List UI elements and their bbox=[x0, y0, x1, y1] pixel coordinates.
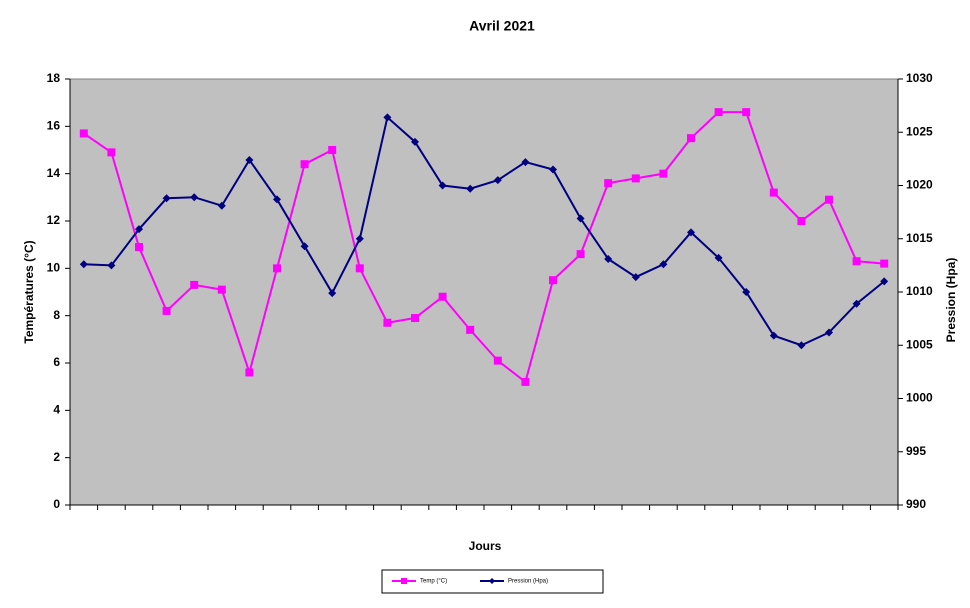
marker bbox=[521, 377, 530, 386]
y-tick-label: 6 bbox=[53, 355, 60, 369]
marker bbox=[300, 160, 309, 169]
marker bbox=[107, 261, 116, 270]
series-line bbox=[83, 115, 885, 347]
marker bbox=[135, 243, 143, 252]
marker bbox=[383, 113, 392, 122]
legend: Temp (°C) Pression (Hpa) bbox=[381, 569, 604, 594]
marker bbox=[162, 306, 171, 315]
marker bbox=[631, 273, 640, 282]
marker bbox=[631, 174, 640, 183]
marker bbox=[273, 195, 281, 204]
marker bbox=[880, 259, 889, 268]
marker bbox=[300, 242, 309, 251]
series-line bbox=[83, 111, 885, 384]
marker bbox=[687, 134, 695, 143]
marker bbox=[825, 195, 833, 204]
marker bbox=[107, 148, 116, 157]
legend-marker bbox=[401, 578, 407, 584]
legend-marker bbox=[489, 578, 495, 584]
marker bbox=[769, 331, 778, 340]
marker bbox=[576, 250, 585, 259]
y-tick-label: 16 bbox=[47, 119, 61, 133]
y2-tick-label: 1025 bbox=[906, 124, 933, 138]
marker bbox=[493, 356, 502, 365]
marker bbox=[797, 341, 806, 350]
y-tick-label: 0 bbox=[53, 497, 60, 511]
marker bbox=[190, 193, 199, 202]
marker bbox=[273, 264, 281, 273]
marker bbox=[190, 280, 199, 289]
marker bbox=[411, 137, 419, 146]
marker bbox=[355, 264, 364, 273]
marker bbox=[659, 169, 668, 178]
marker bbox=[714, 108, 723, 117]
marker bbox=[217, 285, 226, 294]
plot-area bbox=[69, 78, 899, 506]
marker bbox=[852, 299, 861, 308]
marker bbox=[604, 254, 613, 263]
y2-axis-label: Pression (Hpa) bbox=[944, 258, 958, 343]
y2-tick-label: 1010 bbox=[906, 284, 933, 298]
marker bbox=[880, 277, 889, 286]
y-tick-label: 4 bbox=[53, 403, 60, 417]
marker bbox=[742, 288, 751, 296]
marker bbox=[383, 318, 392, 327]
marker bbox=[852, 257, 861, 266]
marker bbox=[328, 146, 337, 154]
marker bbox=[466, 184, 475, 193]
marker bbox=[797, 217, 806, 225]
y2-tick-label: 1020 bbox=[906, 178, 933, 192]
marker bbox=[549, 276, 557, 285]
marker bbox=[521, 158, 530, 167]
marker bbox=[549, 165, 557, 174]
marker bbox=[245, 155, 254, 164]
y2-tick-label: 995 bbox=[906, 444, 926, 458]
marker bbox=[217, 201, 226, 210]
marker bbox=[466, 325, 475, 334]
marker bbox=[438, 181, 447, 190]
marker bbox=[604, 179, 613, 188]
chart-title: Avril 2021 bbox=[469, 18, 535, 34]
legend-label: Temp (°C) bbox=[420, 579, 447, 585]
marker bbox=[135, 225, 143, 234]
marker bbox=[576, 214, 585, 223]
marker bbox=[493, 176, 502, 185]
y2-tick-label: 1005 bbox=[906, 337, 933, 351]
x-axis-label: Jours bbox=[469, 539, 502, 553]
marker bbox=[769, 188, 778, 197]
y2-tick-label: 1015 bbox=[906, 231, 933, 245]
marker bbox=[328, 289, 337, 298]
y2-tick-label: 1030 bbox=[906, 71, 933, 85]
marker bbox=[714, 253, 723, 262]
y-tick-label: 14 bbox=[47, 166, 61, 180]
y-tick-label: 10 bbox=[47, 261, 61, 275]
marker bbox=[79, 260, 88, 269]
legend-label: Pression (Hpa) bbox=[508, 579, 548, 585]
marker bbox=[825, 328, 833, 337]
marker bbox=[245, 368, 254, 377]
marker bbox=[687, 228, 695, 237]
marker bbox=[79, 129, 88, 138]
marker bbox=[411, 314, 419, 323]
marker bbox=[162, 194, 171, 203]
y-tick-label: 8 bbox=[53, 308, 60, 322]
marker bbox=[659, 260, 668, 269]
y-tick-label: 2 bbox=[53, 450, 60, 464]
y-axis-label: Températures (°C) bbox=[22, 240, 36, 343]
y-tick-label: 18 bbox=[47, 71, 61, 85]
marker bbox=[355, 234, 364, 243]
y2-tick-label: 1000 bbox=[906, 391, 933, 405]
y-tick-label: 12 bbox=[47, 213, 61, 227]
y2-tick-label: 990 bbox=[906, 497, 926, 511]
marker bbox=[742, 108, 751, 117]
marker bbox=[438, 292, 447, 301]
